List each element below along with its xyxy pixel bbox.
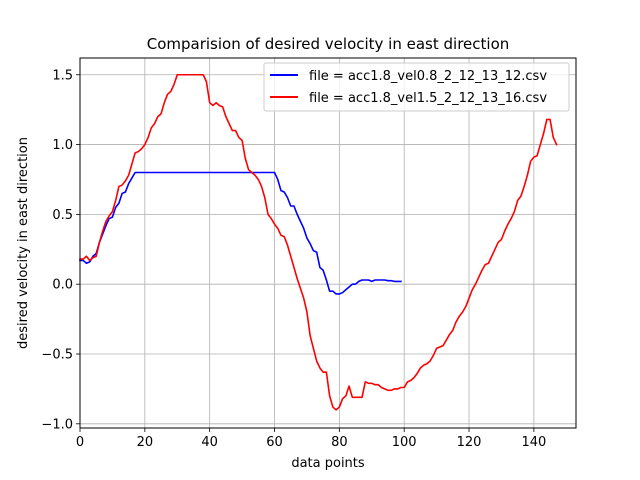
x-tick-label: 60	[266, 435, 283, 450]
y-axis-label: desired velocity in east direction	[16, 137, 31, 349]
plot-area	[80, 58, 576, 428]
y-tick-label: 1.5	[52, 68, 73, 83]
x-tick-label: 0	[76, 435, 84, 450]
series-line-2	[79, 73, 558, 411]
ticks: 0 20 40 60 80 100 120 140 −1.0 −0.5 0.0 0.5 1.0 1.5	[41, 68, 546, 450]
x-tick-label: 120	[457, 435, 482, 450]
y-tick-label: 0.0	[52, 278, 73, 293]
legend-label-1: file = acc1.8_vel0.8_2_12_13_12.csv	[309, 69, 547, 84]
y-tick-label: 1.0	[52, 138, 73, 153]
legend-box	[263, 62, 570, 112]
x-tick-label: 20	[137, 435, 154, 450]
y-tick-label: −0.5	[41, 348, 73, 363]
legend: file = acc1.8_vel0.8_2_12_13_12.csv file…	[263, 62, 570, 112]
legend-label-2: file = acc1.8_vel1.5_2_12_13_16.csv	[309, 91, 547, 106]
series-line-1	[79, 171, 402, 295]
chart-title: Comparision of desired velocity in east …	[147, 35, 510, 53]
x-tick-label: 140	[521, 435, 546, 450]
x-tick-label: 100	[392, 435, 417, 450]
y-tick-label: −1.0	[41, 417, 73, 432]
plot-frame	[79, 57, 577, 429]
y-tick-label: 0.5	[52, 208, 73, 223]
x-tick-label: 40	[201, 435, 218, 450]
series-layer	[79, 73, 558, 411]
x-tick-label: 80	[331, 435, 348, 450]
x-axis-label: data points	[291, 456, 365, 471]
